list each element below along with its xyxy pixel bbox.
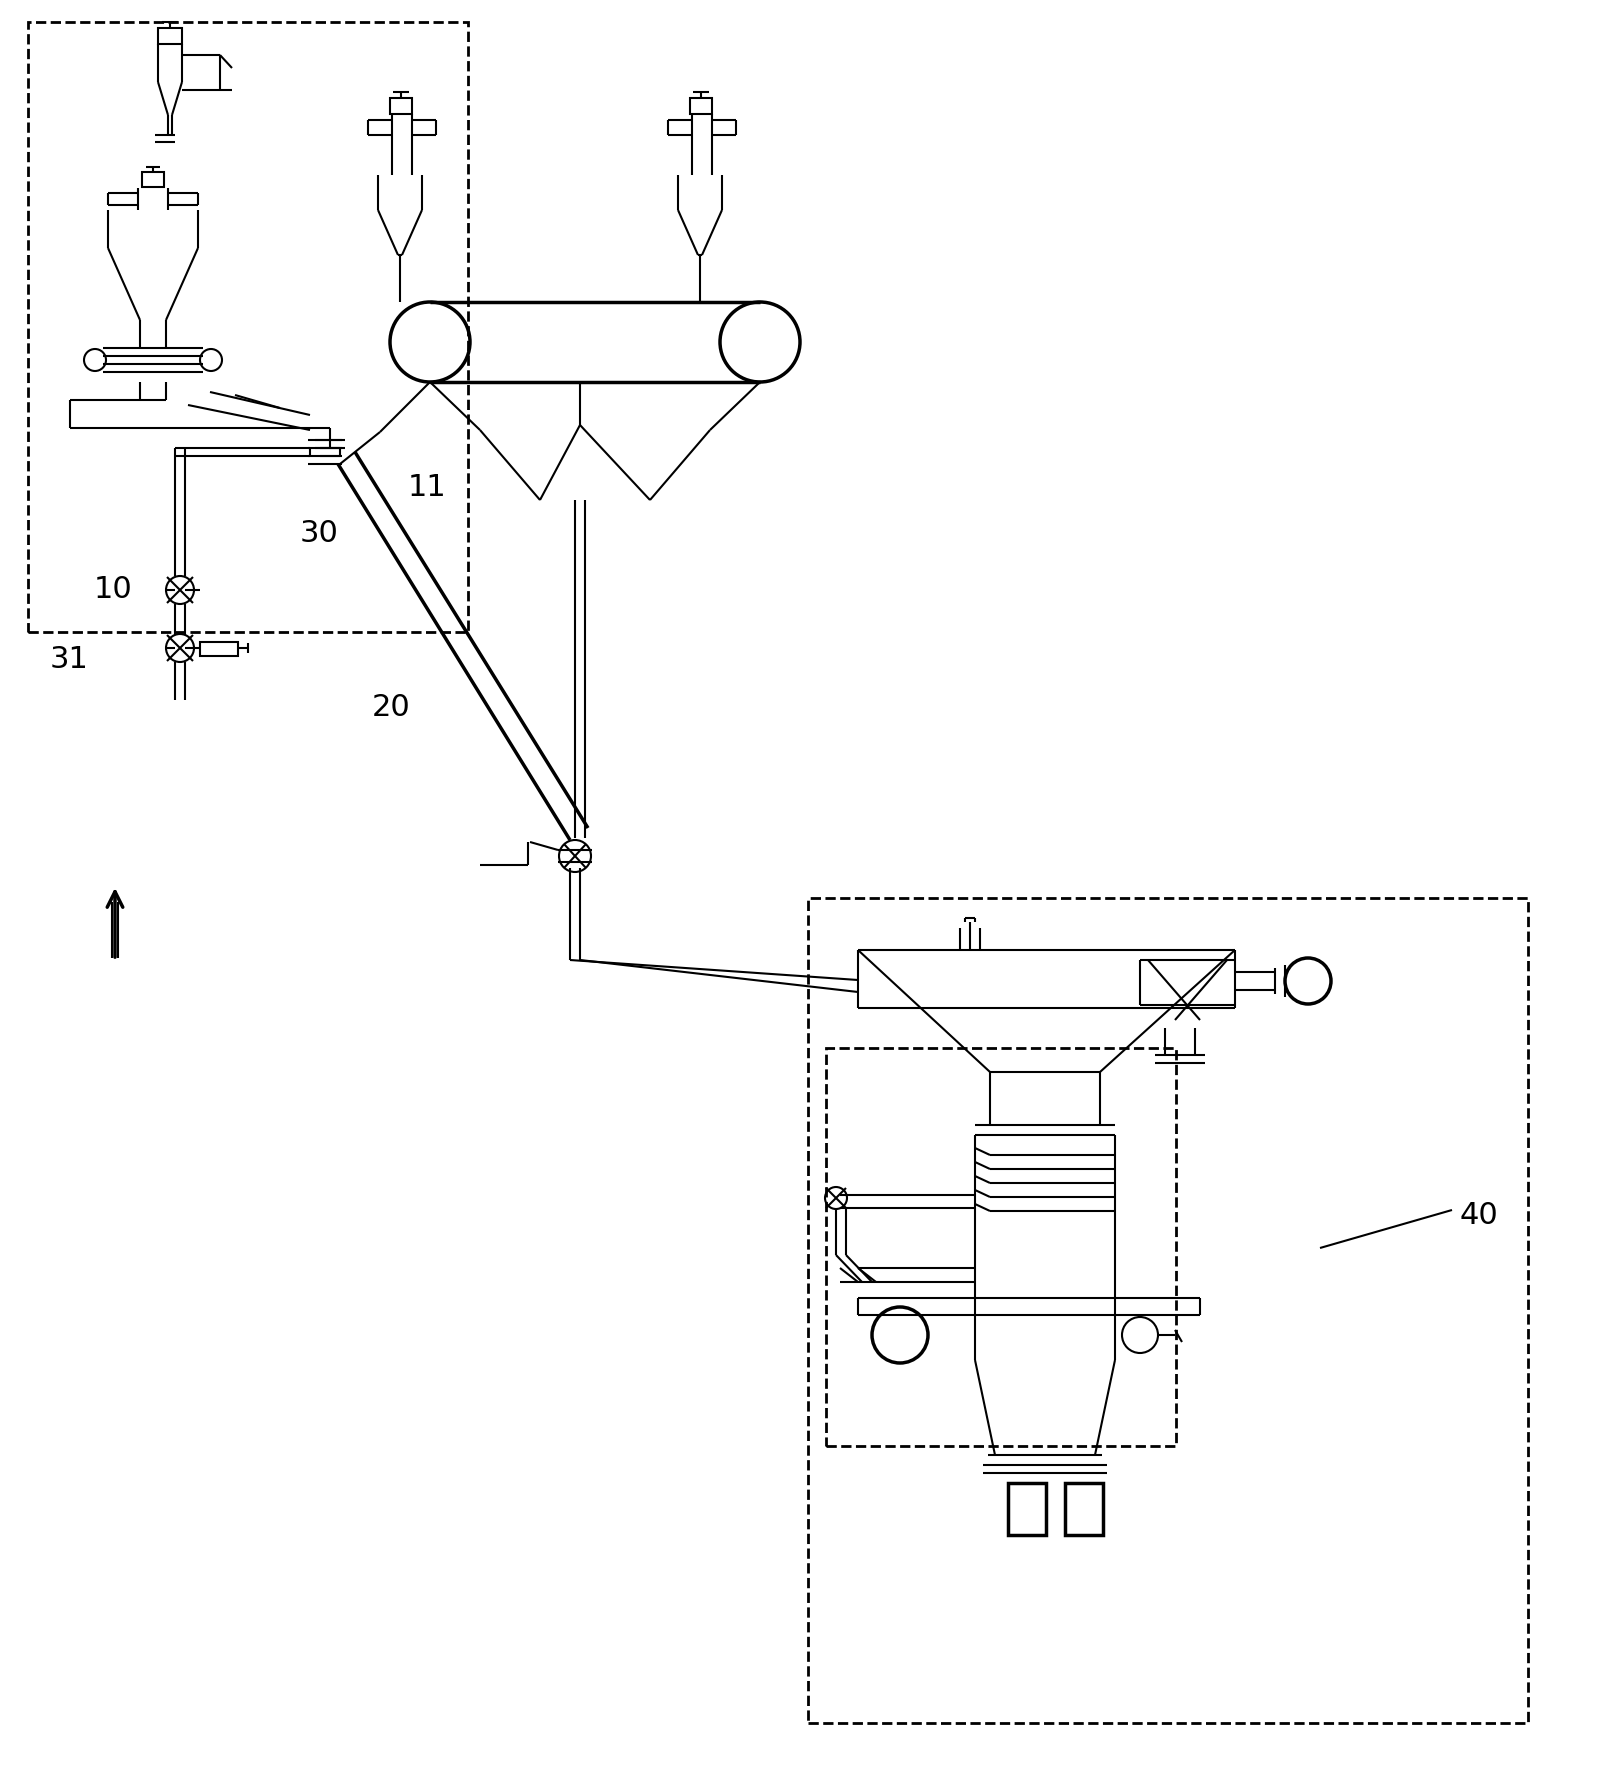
Text: 30: 30 (300, 520, 339, 548)
Text: 20: 20 (372, 693, 411, 723)
Bar (157, 28, 182, 44)
Bar (390, 97, 412, 113)
Text: 31: 31 (49, 645, 88, 675)
Bar (200, 642, 239, 656)
Bar (28, 21, 467, 631)
Text: 40: 40 (1461, 1200, 1498, 1229)
Bar (808, 898, 1527, 1724)
Bar (1008, 1483, 1045, 1535)
Bar (826, 1048, 1177, 1446)
Text: 11: 11 (407, 474, 446, 502)
Bar (1065, 1483, 1104, 1535)
Bar (690, 97, 712, 113)
Bar (141, 171, 164, 187)
Text: 10: 10 (93, 576, 131, 605)
